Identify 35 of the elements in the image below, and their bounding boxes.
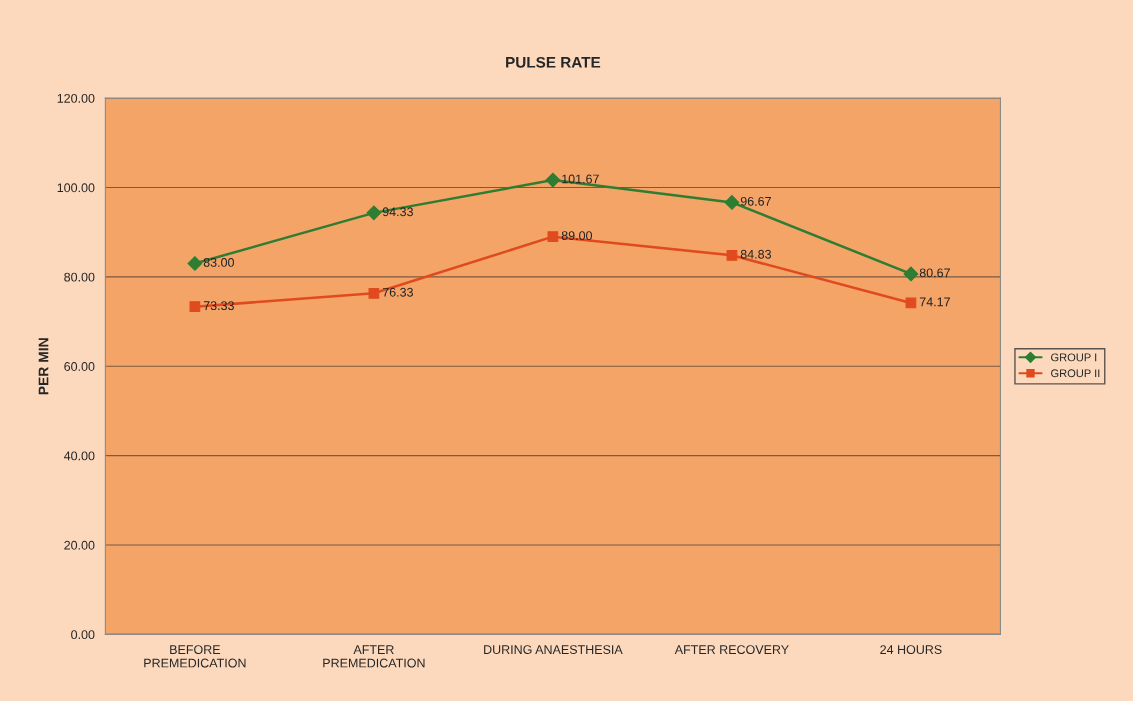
y-tick-label: 20.00	[64, 540, 95, 550]
x-tick-label: AFTER RECOVERY	[674, 645, 789, 654]
point	[903, 266, 919, 282]
x-tick-label: DURING ANAESTHESIA	[484, 645, 623, 654]
x-tick-label: BEFORE PREMEDICATION	[144, 645, 246, 668]
point	[187, 256, 203, 271]
point	[368, 287, 380, 299]
legend-label: GROUP II	[1051, 369, 1100, 378]
x-tick-label: 24 HOURS	[880, 645, 942, 654]
y-tick-label: 40.00	[63, 451, 95, 461]
point	[724, 195, 740, 210]
point	[547, 231, 559, 243]
y-axis-title: PER MIN	[38, 338, 49, 395]
y-tick-label: 0.00	[71, 630, 95, 640]
y-tick-label: 60.00	[64, 362, 95, 371]
chart-title: PULSE RATE	[506, 56, 601, 68]
point	[726, 249, 738, 261]
data-label: 84.83	[740, 249, 771, 259]
data-label: 101.67	[562, 174, 599, 184]
legend-label: GROUP I	[1051, 353, 1097, 362]
y-tick-label: 100.00	[57, 183, 95, 193]
data-label: 96.67	[740, 196, 771, 206]
data-label: 83.00	[203, 257, 234, 267]
data-label: 74.17	[919, 297, 950, 307]
x-tick-label: AFTER PREMEDICATION	[323, 645, 425, 668]
point	[366, 205, 382, 221]
point	[545, 172, 561, 188]
data-label: 80.67	[919, 268, 950, 278]
y-tick-label: 80.00	[64, 272, 95, 282]
data-label: 94.33	[382, 207, 413, 217]
point	[189, 301, 201, 313]
data-label: 89.00	[561, 231, 593, 241]
data-label: 73.33	[203, 301, 234, 311]
data-label: 76.33	[382, 287, 413, 297]
y-tick-label: 120.00	[57, 93, 95, 103]
